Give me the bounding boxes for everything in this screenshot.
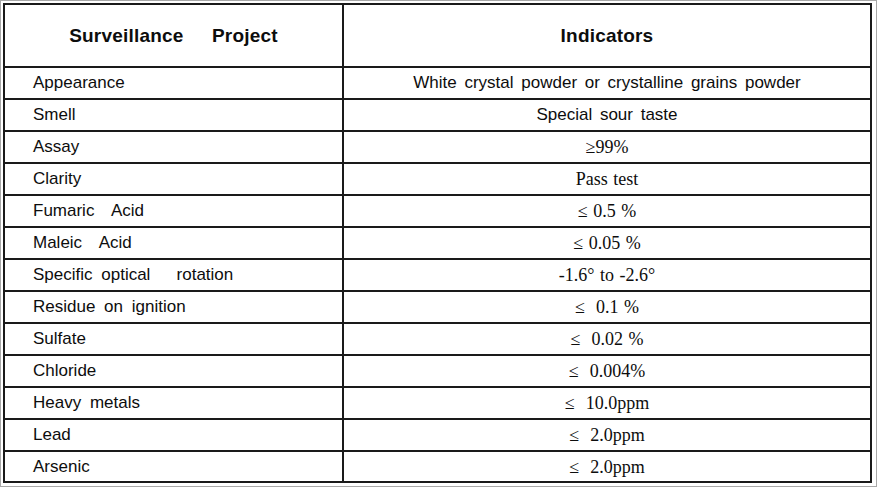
row-label: Sulfate xyxy=(5,324,344,354)
row-value: Special sour taste xyxy=(344,100,870,130)
row-label: Clarity xyxy=(5,164,344,194)
table-row-heavy-metals: Heavy metals ≤ 10.0ppm xyxy=(5,386,870,418)
table-row-clarity: Clarity Pass test xyxy=(5,162,870,194)
table-row-arsenic: Arsenic ≤ 2.0ppm xyxy=(5,450,870,482)
table-header-row: Surveillance Project Indicators xyxy=(5,5,870,66)
row-label: Smell xyxy=(5,100,344,130)
row-value: ≤ 0.004% xyxy=(344,356,870,386)
row-value: ≤ 2.0ppm xyxy=(344,420,870,450)
table-row-specific-optical-rotation: Specific optical rotation -1.6° to -2.6° xyxy=(5,258,870,290)
row-label: Assay xyxy=(5,132,344,162)
column-header-indicators: Indicators xyxy=(344,5,870,66)
row-value: ≥99% xyxy=(344,132,870,162)
column-header-surveillance-project: Surveillance Project xyxy=(5,5,344,66)
row-value: ≤ 0.02 % xyxy=(344,324,870,354)
row-value: ≤ 10.0ppm xyxy=(344,388,870,418)
row-label: Appearance xyxy=(5,68,344,98)
row-value: ≤ 2.0ppm xyxy=(344,452,870,482)
row-value: ≤ 0.05 % xyxy=(344,228,870,258)
spec-table: Surveillance Project Indicators Appearan… xyxy=(3,3,872,483)
row-label: Residue on ignition xyxy=(5,292,344,322)
row-label: Arsenic xyxy=(5,452,344,482)
row-value: ≤ 0.1 % xyxy=(344,292,870,322)
row-label: Heavy metals xyxy=(5,388,344,418)
table-row-maleic-acid: Maleic Acid ≤ 0.05 % xyxy=(5,226,870,258)
table-row-sulfate: Sulfate ≤ 0.02 % xyxy=(5,322,870,354)
row-label: Lead xyxy=(5,420,344,450)
table-row-smell: Smell Special sour taste xyxy=(5,98,870,130)
row-value: -1.6° to -2.6° xyxy=(344,260,870,290)
table-row-residue-on-ignition: Residue on ignition ≤ 0.1 % xyxy=(5,290,870,322)
row-value: White crystal powder or crystalline grai… xyxy=(344,68,870,98)
row-label: Specific optical rotation xyxy=(5,260,344,290)
table-row-chloride: Chloride ≤ 0.004% xyxy=(5,354,870,386)
row-value: ≤ 0.5 % xyxy=(344,196,870,226)
table-row-lead: Lead ≤ 2.0ppm xyxy=(5,418,870,450)
row-label: Chloride xyxy=(5,356,344,386)
table-row-appearance: Appearance White crystal powder or cryst… xyxy=(5,66,870,98)
row-value: Pass test xyxy=(344,164,870,194)
table-row-assay: Assay ≥99% xyxy=(5,130,870,162)
table-row-fumaric-acid: Fumaric Acid ≤ 0.5 % xyxy=(5,194,870,226)
row-label: Fumaric Acid xyxy=(5,196,344,226)
specification-document: Surveillance Project Indicators Appearan… xyxy=(0,0,877,487)
row-label: Maleic Acid xyxy=(5,228,344,258)
